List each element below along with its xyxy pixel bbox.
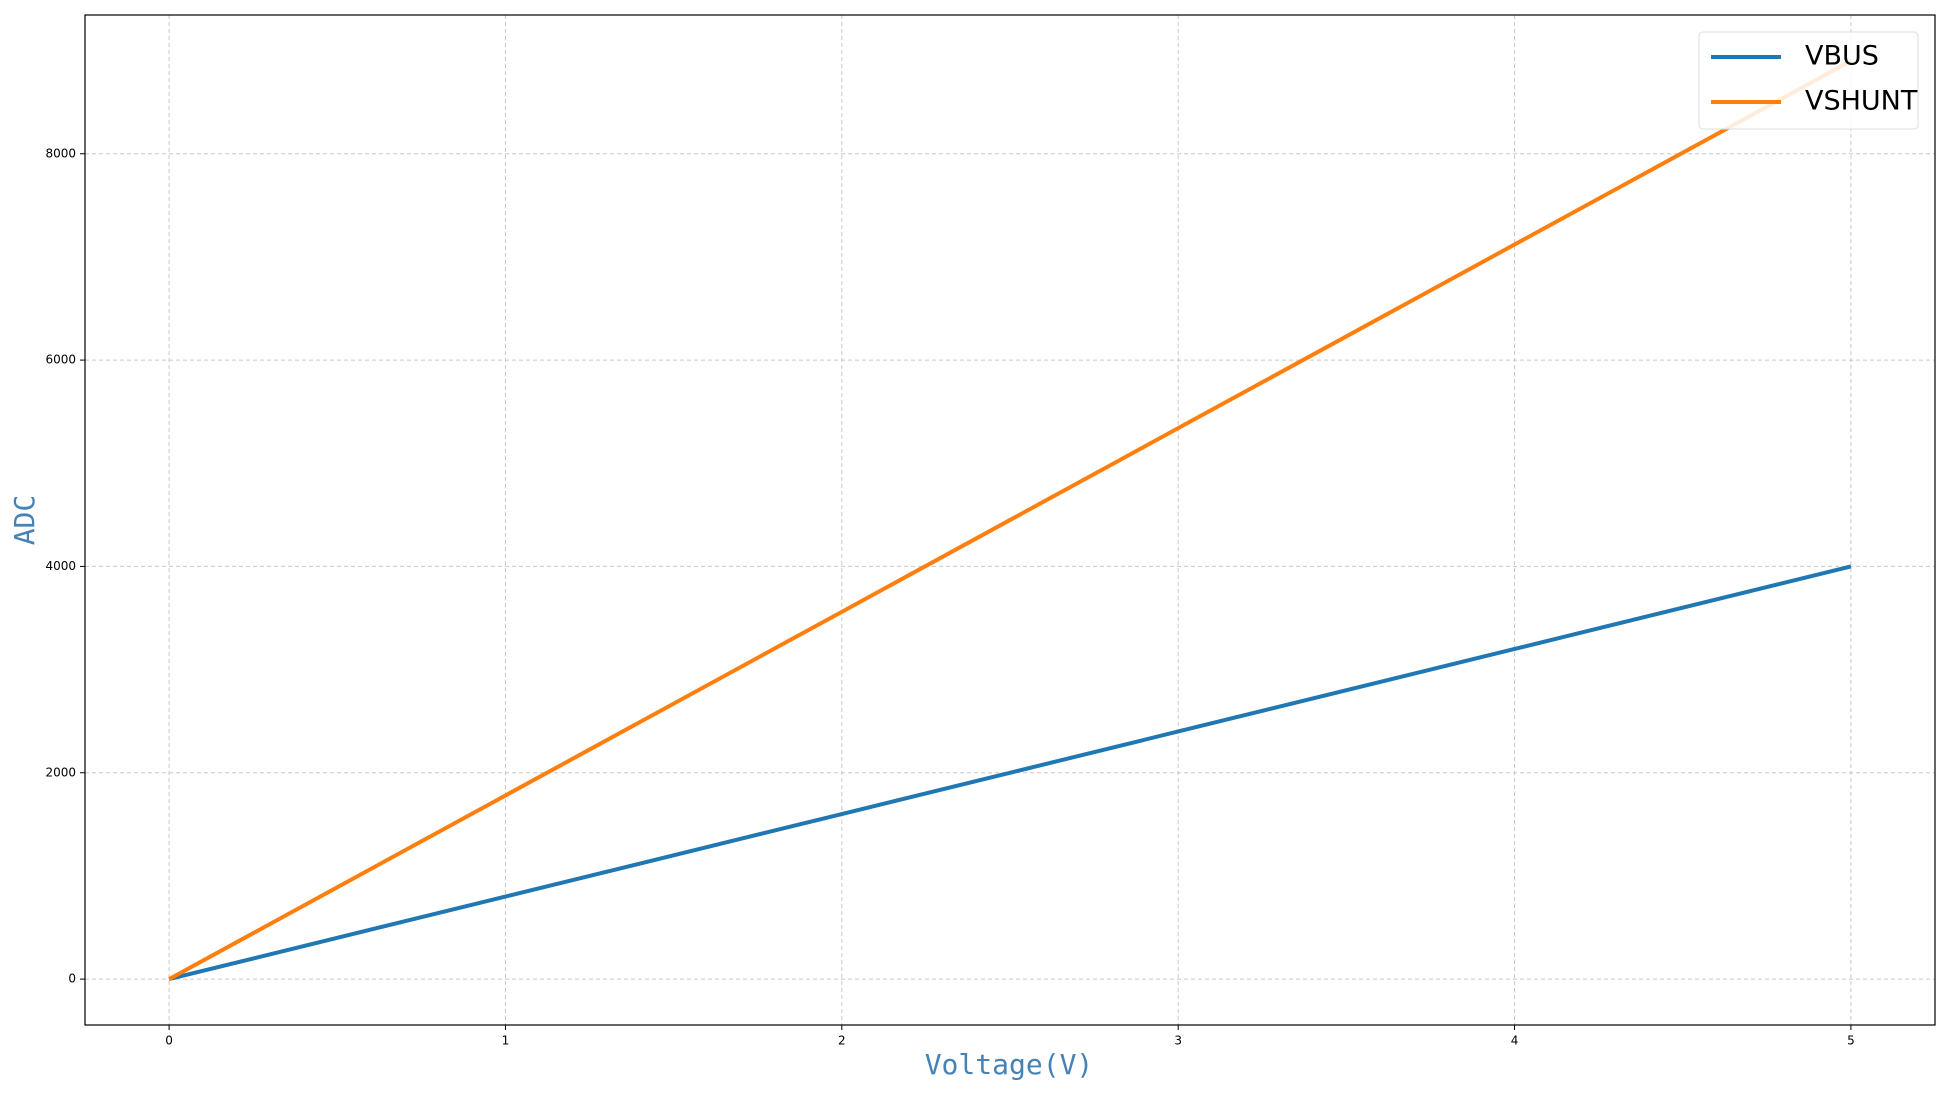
line: [168, 59, 1852, 981]
legend-label: VBUS: [1805, 41, 1879, 72]
x-tick-label: 2: [838, 1034, 846, 1048]
y-tick-label: 2000: [45, 765, 76, 779]
y-axis-label: ADC: [8, 495, 41, 546]
x-tick-label: 0: [165, 1034, 173, 1048]
y-tick-label: 6000: [45, 353, 76, 367]
x-tick-label: 1: [502, 1034, 510, 1048]
x-tick-label: 4: [1511, 1034, 1519, 1048]
legend-label: VSHUNT: [1805, 86, 1918, 117]
x-tick-label: 5: [1847, 1034, 1855, 1048]
y-tick-label: 4000: [45, 559, 76, 573]
y-tick-label: 0: [68, 972, 76, 986]
x-axis-label: Voltage(V): [925, 1048, 1094, 1081]
legend: VBUS VSHUNT: [1698, 31, 1919, 130]
line: [168, 564, 1852, 982]
y-tick-label: 8000: [45, 146, 76, 160]
x-tick-label: 3: [1174, 1034, 1182, 1048]
plot-frame: [84, 14, 1936, 1026]
